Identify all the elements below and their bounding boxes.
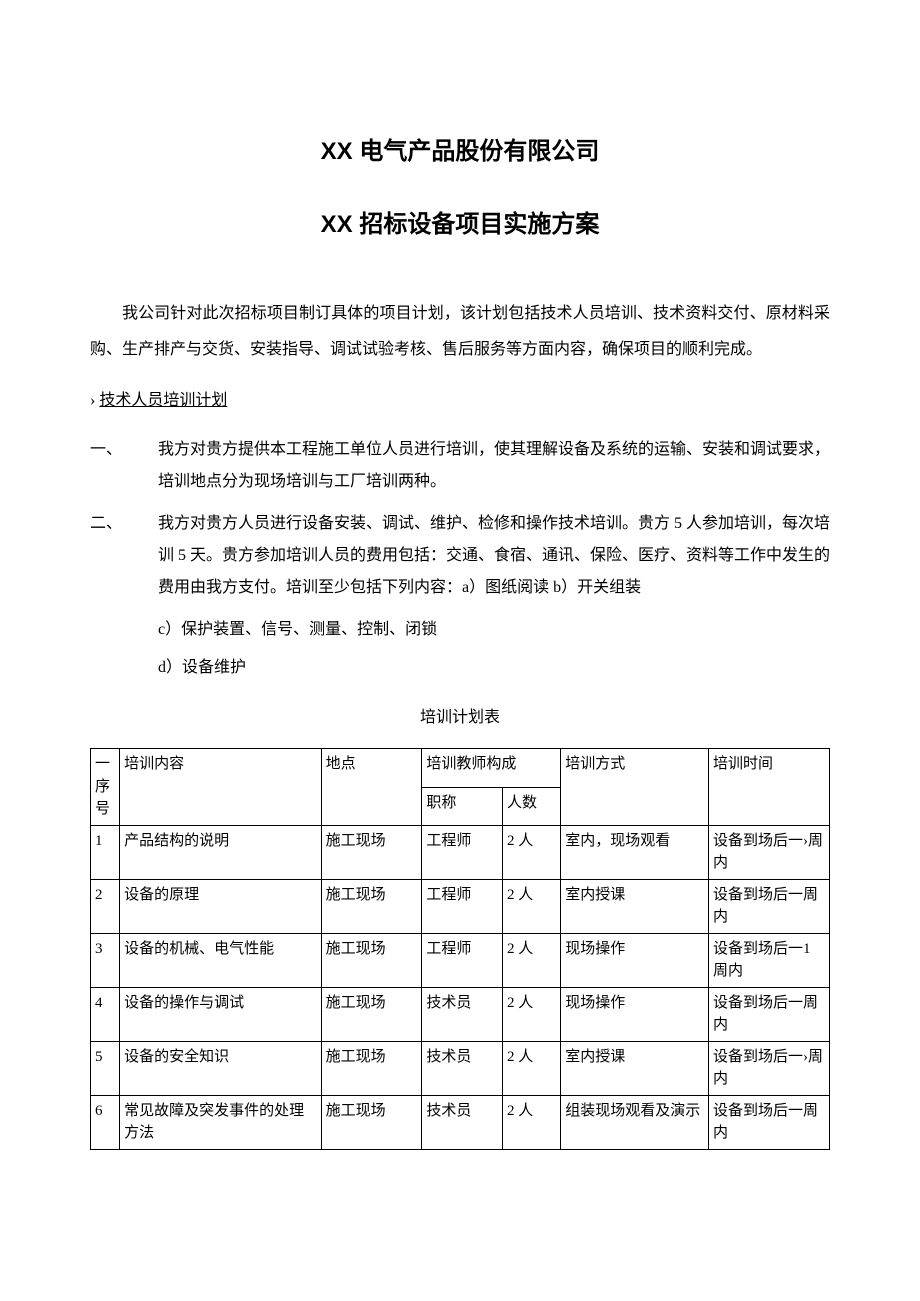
- cell-count: 2 人: [503, 987, 561, 1041]
- table-row: 6 常见故障及突发事件的处理方法 施工现场 技术员 2 人 组装现场观看及演示 …: [91, 1095, 830, 1149]
- project-title: XX 招标设备项目实施方案: [90, 203, 830, 246]
- cell-title: 工程师: [422, 879, 503, 933]
- header-content: 培训内容: [120, 749, 322, 826]
- header-title: 职称: [422, 787, 503, 825]
- cell-seq: 6: [91, 1095, 120, 1149]
- cell-location: 施工现场: [321, 1095, 422, 1149]
- header-time: 培训时间: [709, 749, 830, 826]
- table-body: 1 产品结构的说明 施工现场 工程师 2 人 室内，现场观看 设备到场后一›周内…: [91, 825, 830, 1149]
- list-number: 一、: [90, 434, 138, 498]
- cell-title: 技术员: [422, 1041, 503, 1095]
- table-caption: 培训计划表: [90, 704, 830, 733]
- section-heading-text: 技术人员培训计划: [99, 392, 227, 409]
- table-row: 2 设备的原理 施工现场 工程师 2 人 室内授课 设备到场后一周内: [91, 879, 830, 933]
- cell-content: 设备的安全知识: [120, 1041, 322, 1095]
- header-count: 人数: [503, 787, 561, 825]
- cell-time: 设备到场后一周内: [709, 879, 830, 933]
- cell-location: 施工现场: [321, 933, 422, 987]
- section-marker-icon: ›: [90, 392, 95, 409]
- cell-count: 2 人: [503, 879, 561, 933]
- header-teacher-group: 培训教师构成: [422, 749, 561, 787]
- cell-method: 室内授课: [561, 1041, 709, 1095]
- cell-seq: 5: [91, 1041, 120, 1095]
- table-row: 1 产品结构的说明 施工现场 工程师 2 人 室内，现场观看 设备到场后一›周内: [91, 825, 830, 879]
- header-method: 培训方式: [561, 749, 709, 826]
- header-location: 地点: [321, 749, 422, 826]
- cell-seq: 3: [91, 933, 120, 987]
- cell-time: 设备到场后一周内: [709, 1095, 830, 1149]
- table-row: 5 设备的安全知识 施工现场 技术员 2 人 室内授课 设备到场后一›周内: [91, 1041, 830, 1095]
- list-number: 二、: [90, 508, 138, 604]
- cell-seq: 4: [91, 987, 120, 1041]
- cell-title: 工程师: [422, 933, 503, 987]
- cell-count: 2 人: [503, 933, 561, 987]
- cell-location: 施工现场: [321, 825, 422, 879]
- cell-title: 工程师: [422, 825, 503, 879]
- cell-seq: 2: [91, 879, 120, 933]
- cell-content: 产品结构的说明: [120, 825, 322, 879]
- training-plan-table: 一序号 培训内容 地点 培训教师构成 培训方式 培训时间 职称 人数 1 产品结…: [90, 748, 830, 1150]
- cell-time: 设备到场后一›周内: [709, 1041, 830, 1095]
- cell-count: 2 人: [503, 825, 561, 879]
- sub-line-d: d）设备维护: [90, 652, 830, 684]
- cell-method: 现场操作: [561, 987, 709, 1041]
- cell-method: 组装现场观看及演示: [561, 1095, 709, 1149]
- cell-method: 现场操作: [561, 933, 709, 987]
- cell-count: 2 人: [503, 1095, 561, 1149]
- cell-method: 室内授课: [561, 879, 709, 933]
- table-header-row-1: 一序号 培训内容 地点 培训教师构成 培训方式 培训时间: [91, 749, 830, 787]
- section-heading: ›技术人员培训计划: [90, 387, 830, 416]
- cell-time: 设备到场后一周内: [709, 987, 830, 1041]
- cell-location: 施工现场: [321, 987, 422, 1041]
- company-title: XX 电气产品股份有限公司: [90, 130, 830, 173]
- cell-location: 施工现场: [321, 1041, 422, 1095]
- cell-title: 技术员: [422, 987, 503, 1041]
- header-seq: 一序号: [91, 749, 120, 826]
- cell-count: 2 人: [503, 1041, 561, 1095]
- list-item-2: 二、 我方对贵方人员进行设备安装、调试、维护、检修和操作技术培训。贵方 5 人参…: [90, 508, 830, 604]
- table-row: 3 设备的机械、电气性能 施工现场 工程师 2 人 现场操作 设备到场后一1 周…: [91, 933, 830, 987]
- cell-content: 设备的原理: [120, 879, 322, 933]
- cell-location: 施工现场: [321, 879, 422, 933]
- cell-time: 设备到场后一1 周内: [709, 933, 830, 987]
- cell-content: 设备的操作与调试: [120, 987, 322, 1041]
- cell-method: 室内，现场观看: [561, 825, 709, 879]
- table-row: 4 设备的操作与调试 施工现场 技术员 2 人 现场操作 设备到场后一周内: [91, 987, 830, 1041]
- intro-paragraph: 我公司针对此次招标项目制订具体的项目计划，该计划包括技术人员培训、技术资料交付、…: [90, 296, 830, 366]
- cell-title: 技术员: [422, 1095, 503, 1149]
- list-text: 我方对贵方人员进行设备安装、调试、维护、检修和操作技术培训。贵方 5 人参加培训…: [138, 508, 830, 604]
- cell-content: 设备的机械、电气性能: [120, 933, 322, 987]
- cell-content: 常见故障及突发事件的处理方法: [120, 1095, 322, 1149]
- list-text: 我方对贵方提供本工程施工单位人员进行培训，使其理解设备及系统的运输、安装和调试要…: [138, 434, 830, 498]
- cell-seq: 1: [91, 825, 120, 879]
- sub-line-c: c）保护装置、信号、测量、控制、闭锁: [90, 614, 830, 646]
- list-item-1: 一、 我方对贵方提供本工程施工单位人员进行培训，使其理解设备及系统的运输、安装和…: [90, 434, 830, 498]
- cell-time: 设备到场后一›周内: [709, 825, 830, 879]
